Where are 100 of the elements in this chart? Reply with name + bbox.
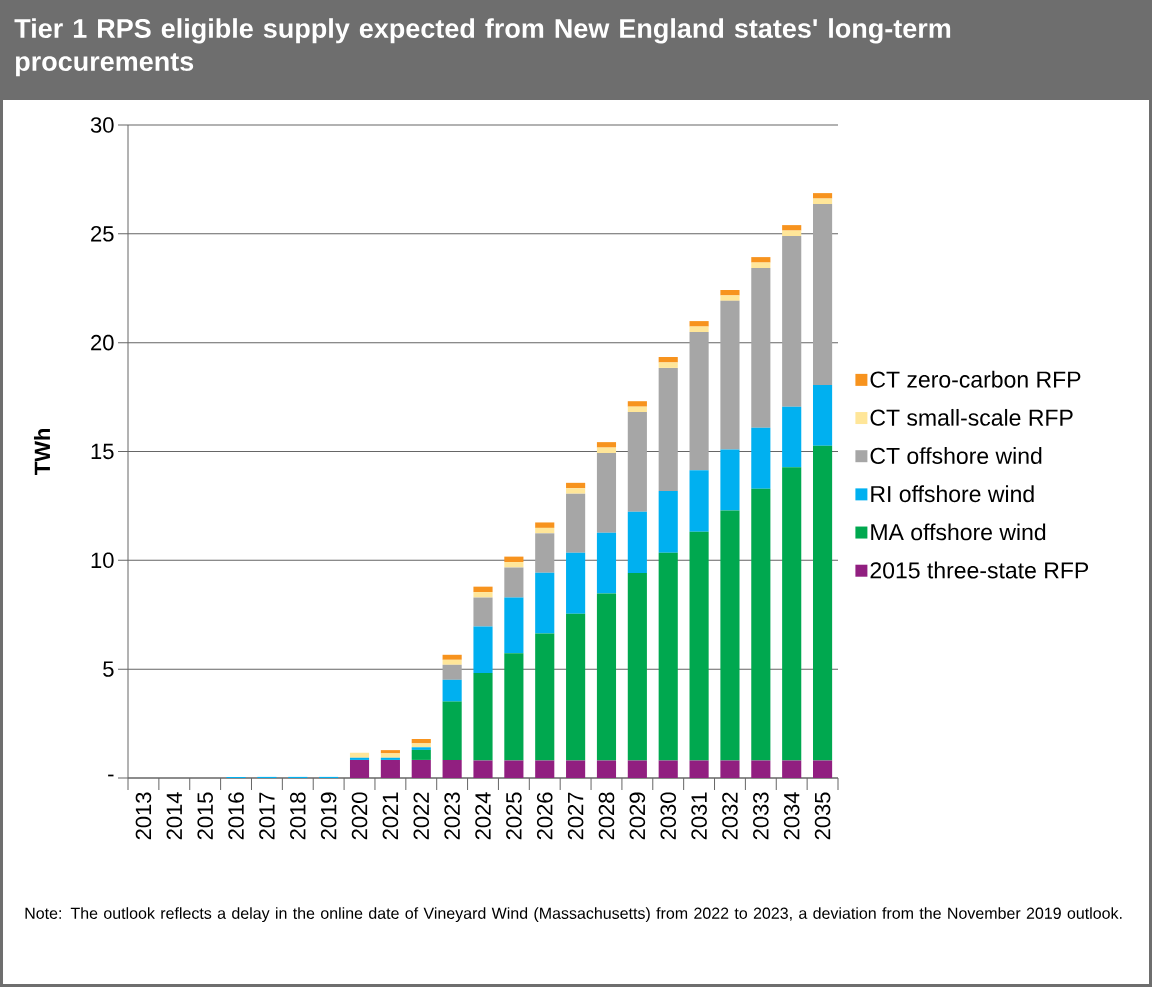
x-tick-label: 2030 <box>660 792 677 840</box>
bar <box>658 552 678 761</box>
bar <box>504 760 524 778</box>
bar <box>813 193 833 199</box>
x-tick-label: 2015 <box>197 792 213 840</box>
y-axis-title: TWh <box>33 429 50 476</box>
bar <box>627 572 647 761</box>
bar <box>535 527 555 534</box>
x-tick-label: 2033 <box>753 792 769 840</box>
x-tick-label: 2026 <box>536 792 553 840</box>
bar <box>751 488 771 761</box>
bar <box>782 225 802 231</box>
bar <box>596 532 617 594</box>
bar <box>689 531 709 761</box>
bar <box>473 586 493 593</box>
bar <box>566 488 586 494</box>
bar <box>504 562 524 568</box>
bar <box>658 362 678 368</box>
bar <box>627 412 647 512</box>
bar <box>535 633 555 761</box>
bar <box>751 267 771 428</box>
bar <box>442 654 462 660</box>
x-tick-label: 2017 <box>259 792 275 840</box>
bar <box>411 749 431 760</box>
bar <box>813 204 833 385</box>
bar <box>442 659 462 665</box>
bar <box>504 597 524 654</box>
bar <box>782 236 802 407</box>
x-tick-label: 2029 <box>629 792 646 840</box>
bar <box>782 760 802 778</box>
text: Note: The outlook reflects a delay in the online date of Vineyard Wind (Massachusetts) from 2022 to 2023, a deviation from the November 2019 outlook. <box>25 907 1122 923</box>
x-tick-label: 2020 <box>351 792 368 840</box>
bar <box>473 760 493 778</box>
legend-label: CT zero-carbon RFP <box>870 370 1081 388</box>
bar <box>813 384 833 446</box>
x-tick-label: 2013 <box>135 792 152 840</box>
legend-label: CT offshore wind <box>870 447 1042 465</box>
bar <box>751 262 771 268</box>
x-tick-label: 2028 <box>598 792 615 840</box>
bar <box>627 406 647 413</box>
bar <box>689 470 709 532</box>
bar <box>535 760 555 778</box>
bar <box>782 230 802 236</box>
bar <box>566 493 586 553</box>
x-tick-label: 2024 <box>475 792 491 840</box>
x-tick-label: 2034 <box>783 792 800 840</box>
bar <box>411 759 431 778</box>
x-tick-label: 2014 <box>166 792 183 840</box>
bar <box>504 567 524 598</box>
bar <box>720 449 740 511</box>
y-tick-label: 5 <box>103 661 114 677</box>
bar <box>658 357 678 363</box>
bar <box>751 427 771 489</box>
bar <box>720 300 740 450</box>
bar <box>442 664 462 680</box>
bar <box>720 295 740 301</box>
legend-label: CT small-scale RFP <box>870 408 1073 426</box>
bar <box>473 673 493 761</box>
bar <box>813 760 833 778</box>
bar <box>689 331 709 471</box>
bar <box>535 533 555 573</box>
y-tick-label: 10 <box>91 552 114 569</box>
bar <box>566 482 586 489</box>
chart-title: Tier 1 RPS eligible supply expected from New England states' long-term procurements <box>14 18 951 77</box>
bar <box>782 406 802 468</box>
bar <box>349 752 370 758</box>
x-tick-label: 2022 <box>413 792 430 840</box>
bar <box>566 613 586 761</box>
y-tick-label: 15 <box>91 443 114 460</box>
bar <box>473 592 493 598</box>
x-tick-label: 2016 <box>228 792 244 840</box>
bar <box>813 198 833 204</box>
x-tick-label: 2021 <box>382 792 399 840</box>
x-tick-label: 2035 <box>814 792 831 840</box>
bar <box>751 257 771 263</box>
bar <box>596 760 617 778</box>
bar <box>535 572 555 634</box>
x-tick-label: 2027 <box>567 792 584 840</box>
y-tick-label: 30 <box>90 117 114 133</box>
bar <box>380 759 400 778</box>
x-tick-label: 2031 <box>691 792 707 840</box>
bar <box>658 760 678 778</box>
bar <box>813 445 833 761</box>
bar <box>720 760 740 778</box>
bar <box>442 759 462 778</box>
bar <box>380 757 400 760</box>
bar <box>596 593 617 761</box>
bar <box>473 597 493 627</box>
bar <box>689 321 709 327</box>
bar <box>658 491 678 553</box>
bar <box>411 739 431 744</box>
bar <box>627 760 647 778</box>
bar <box>504 653 524 761</box>
bar <box>535 522 555 528</box>
bar <box>411 743 431 748</box>
bar <box>596 442 617 448</box>
bar <box>689 326 709 332</box>
legend-label: MA offshore wind <box>871 523 1046 541</box>
bar <box>689 760 709 778</box>
bar <box>442 701 462 760</box>
